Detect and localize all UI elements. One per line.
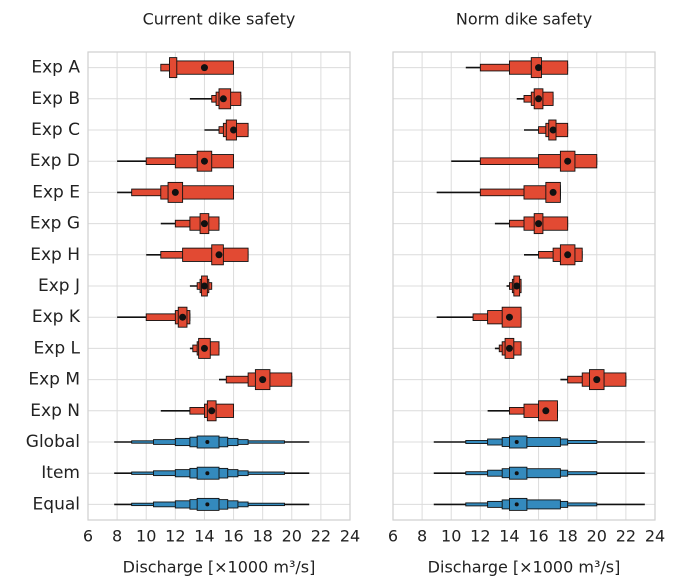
median-dot (564, 157, 572, 165)
median-dot (230, 126, 238, 134)
panel-title: Current dike safety (143, 10, 296, 29)
median-dot (200, 344, 208, 352)
row-label: Exp H (30, 245, 80, 265)
row-label: Exp M (28, 370, 80, 390)
median-dot (542, 407, 550, 415)
median-dot (505, 344, 513, 352)
row-label: Exp K (32, 307, 81, 327)
median-dot (219, 95, 227, 103)
median-dot (205, 502, 210, 507)
row-label: Exp E (32, 182, 80, 202)
median-dot (535, 95, 543, 103)
x-tick-label: 8 (417, 527, 427, 546)
x-tick-label: 16 (528, 527, 548, 546)
x-tick-label: 24 (645, 527, 665, 546)
row-label: Exp L (34, 338, 81, 358)
row-label: Exp N (30, 401, 80, 421)
letter-value-box (523, 216, 569, 231)
median-dot (505, 313, 513, 321)
median-dot (205, 471, 210, 476)
x-axis-label: Discharge [×1000 m³/s] (123, 558, 316, 577)
median-dot (513, 282, 521, 290)
x-tick-label: 24 (340, 527, 360, 546)
row-label: Global (26, 432, 80, 452)
row-label: Exp B (31, 89, 80, 109)
median-dot (171, 188, 179, 196)
median-dot (535, 220, 543, 228)
median-dot (514, 471, 519, 476)
letter-value-box (501, 499, 561, 510)
row-label: Exp C (31, 120, 80, 140)
plot-frame (392, 51, 656, 521)
row-label: Exp J (38, 276, 80, 296)
x-tick-label: 6 (83, 527, 93, 546)
median-dot (200, 282, 208, 290)
x-tick-label: 12 (165, 527, 185, 546)
median-dot (564, 251, 572, 259)
median-dot (549, 188, 557, 196)
median-dot (259, 376, 267, 384)
x-tick-label: 18 (252, 527, 272, 546)
row-label: Exp D (30, 151, 80, 171)
median-dot (200, 157, 208, 165)
letter-value-box (169, 57, 178, 79)
x-tick-label: 20 (282, 527, 302, 546)
median-dot (179, 313, 187, 321)
letter-value-box (501, 468, 561, 479)
median-dot (208, 407, 216, 415)
x-tick-label: 16 (223, 527, 243, 546)
median-dot (535, 64, 543, 72)
median-dot (514, 502, 519, 507)
letter-value-box (501, 437, 561, 447)
x-tick-label: 12 (470, 527, 490, 546)
x-tick-label: 22 (311, 527, 331, 546)
x-tick-label: 10 (441, 527, 461, 546)
plot-frame (87, 51, 351, 521)
median-dot (514, 440, 519, 444)
x-tick-label: 10 (136, 527, 156, 546)
median-dot (200, 64, 208, 72)
median-dot (200, 220, 208, 228)
row-label: Exp A (31, 58, 80, 78)
median-dot (549, 126, 557, 134)
x-axis-label: Discharge [×1000 m³/s] (428, 558, 621, 577)
panel-title: Norm dike safety (456, 10, 592, 29)
x-tick-label: 22 (616, 527, 636, 546)
row-label: Exp G (30, 214, 80, 234)
median-dot (593, 376, 601, 384)
row-label: Item (41, 463, 80, 483)
median-dot (215, 251, 223, 259)
x-tick-label: 6 (388, 527, 398, 546)
x-tick-label: 18 (557, 527, 577, 546)
row-label: Equal (33, 494, 80, 514)
x-tick-label: 20 (587, 527, 607, 546)
x-tick-label: 8 (112, 527, 122, 546)
x-tick-label: 14 (499, 527, 519, 546)
x-tick-label: 14 (194, 527, 214, 546)
median-dot (205, 440, 210, 444)
